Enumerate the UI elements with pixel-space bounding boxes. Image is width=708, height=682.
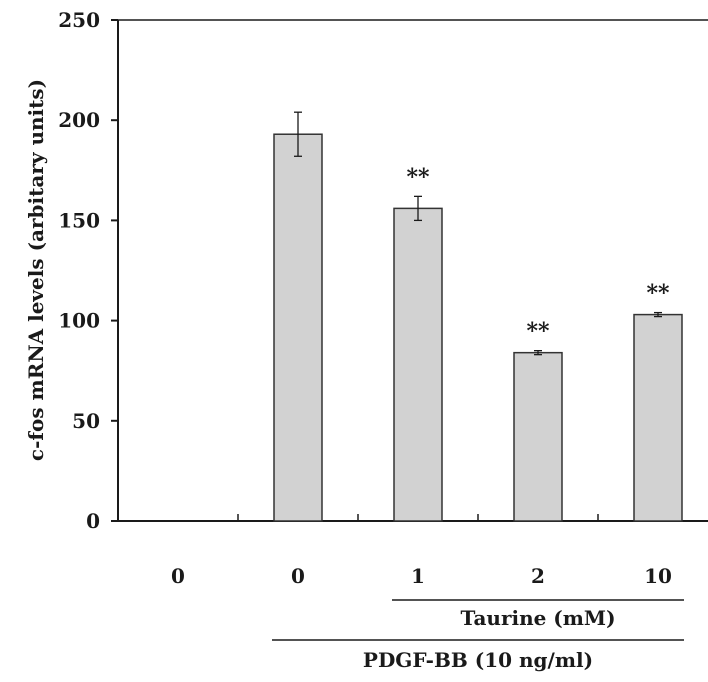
significance-mark: ** — [406, 164, 430, 190]
axes — [111, 19, 708, 641]
y-axis-title: c-fos mRNA levels (arbitary units) — [24, 79, 48, 461]
significance-mark: ** — [646, 281, 670, 307]
group-label: Taurine (mM) — [460, 606, 615, 630]
y-tick-label: 0 — [86, 509, 100, 533]
y-tick-label: 100 — [58, 309, 100, 333]
y-tick-label: 50 — [72, 409, 100, 433]
bar — [513, 351, 563, 522]
labels: 0 50 100 150 200 250 0 0 ** 1 ** 2 ** 10 Taurine (mM) P… — [58, 8, 672, 672]
x-category-label: 0 — [171, 564, 185, 588]
y-tick-label: 250 — [58, 8, 100, 32]
bar — [633, 313, 683, 522]
x-category-label: 0 — [291, 564, 305, 588]
significance-mark: ** — [526, 319, 550, 345]
x-category-label: 10 — [644, 564, 672, 588]
x-category-label: 2 — [531, 564, 545, 588]
y-tick-label: 200 — [58, 108, 100, 132]
x-category-label: 1 — [411, 564, 425, 588]
bar — [273, 133, 323, 522]
group-label: PDGF-BB (10 ng/ml) — [363, 648, 593, 672]
y-tick-label: 150 — [58, 208, 100, 232]
bars — [273, 111, 683, 522]
bar — [393, 207, 443, 522]
